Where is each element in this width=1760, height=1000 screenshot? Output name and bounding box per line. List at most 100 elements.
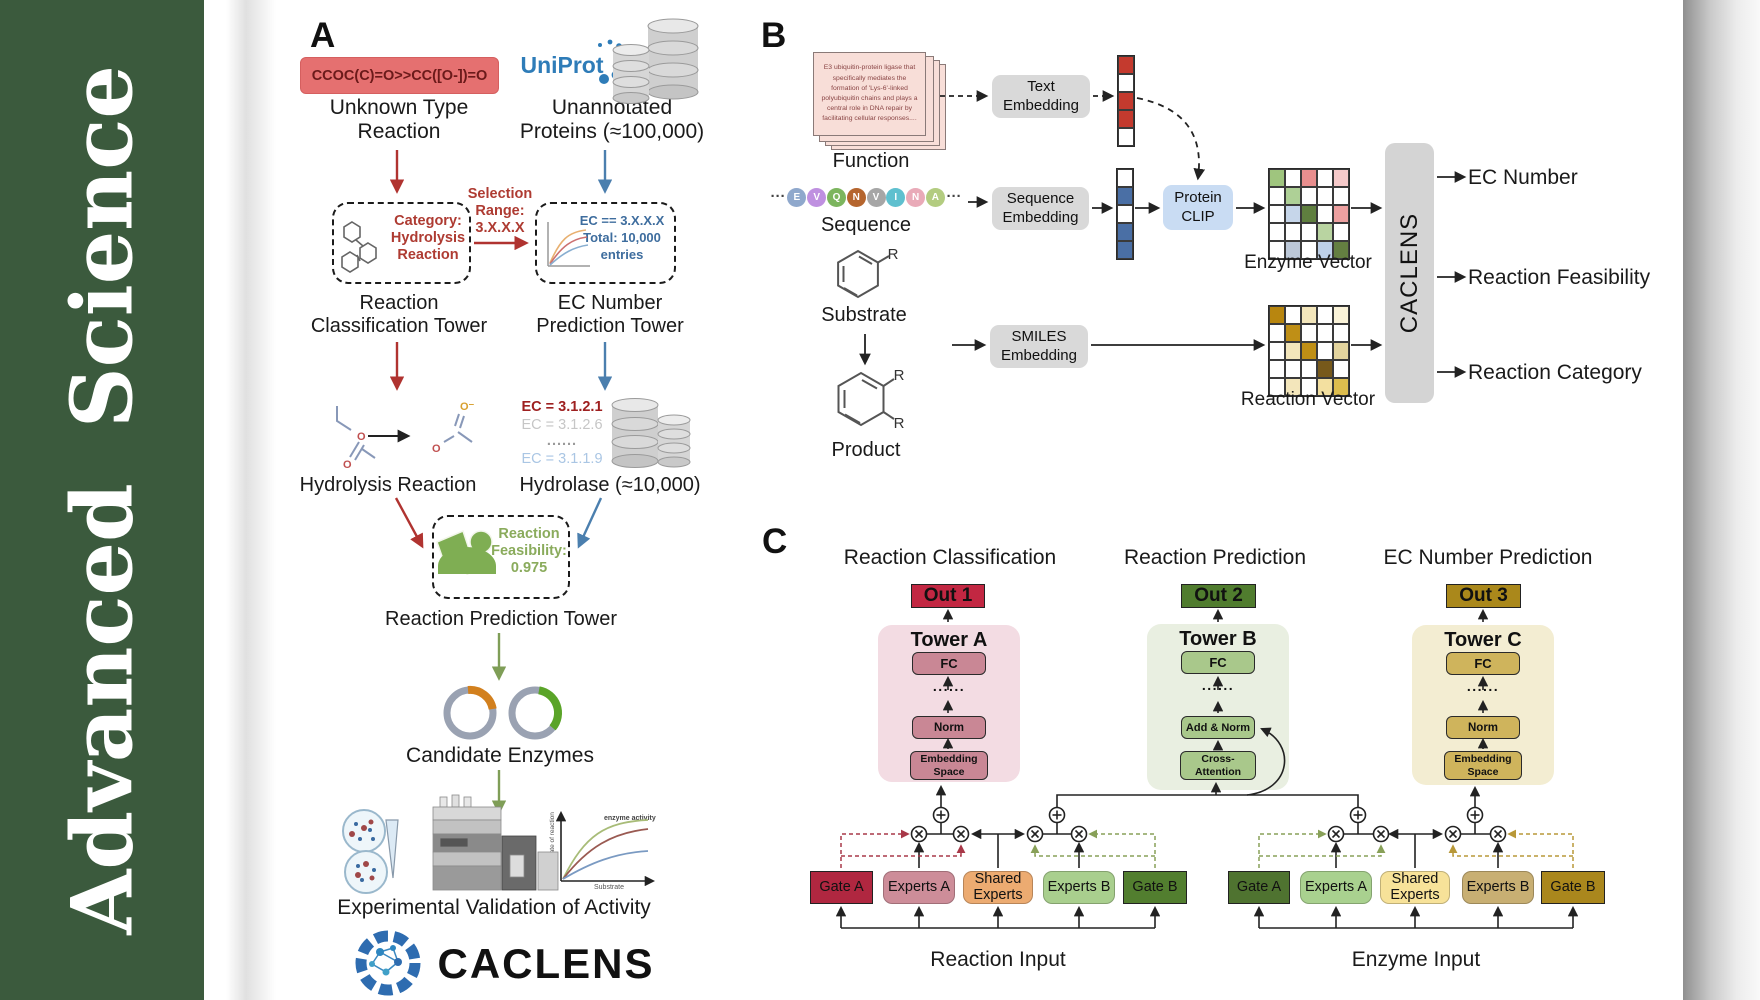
plus-ops xyxy=(932,806,1484,824)
moe-operators xyxy=(910,806,1507,843)
vector-cell xyxy=(1301,378,1317,396)
tower-c: Tower C FC ...... Norm Embedding Space xyxy=(1412,625,1554,785)
ec-box-line1: EC == 3.X.X.X xyxy=(579,213,665,228)
sequence-ellipsis-right: ··· xyxy=(946,188,962,205)
function-card: E3 ubiquitin-protein ligase that specifi… xyxy=(813,52,926,136)
out1-box: Out 1 xyxy=(911,584,985,608)
vector-cell xyxy=(1317,169,1333,187)
ec-box-line2: Total: 10,000 xyxy=(583,230,661,245)
vector-cell xyxy=(1117,223,1133,241)
sequence-embedding-box: Sequence Embedding xyxy=(992,187,1089,230)
residue-circle: I xyxy=(886,188,906,207)
tower1-line2: Classification Tower xyxy=(310,315,488,337)
tower2-line1: EC Number xyxy=(557,292,663,314)
tower-a-embedding-space: Embedding Space xyxy=(910,751,988,780)
vector-cell xyxy=(1333,378,1349,396)
vector-cell xyxy=(1117,187,1133,205)
tower-a-dots: ...... xyxy=(932,678,966,694)
vector-cell xyxy=(1333,187,1349,205)
graph-xlabel: Substrate xyxy=(594,884,624,891)
enzyme-experts-b: Experts B xyxy=(1462,871,1534,904)
ec-box-line3: entries xyxy=(600,247,644,262)
enzyme-badge-label: Enzyme xyxy=(449,565,485,576)
vector-cell xyxy=(1269,378,1285,396)
out2-box: Out 2 xyxy=(1181,584,1256,608)
residue-circle: N xyxy=(906,188,926,207)
vector-cell xyxy=(1333,324,1349,342)
caclens-wordmark: CACLENS xyxy=(437,940,655,987)
heading-reaction-classification: Reaction Classification xyxy=(843,546,1057,569)
vector-cell xyxy=(1269,169,1285,187)
tower-b-add-norm: Add & Norm xyxy=(1181,716,1255,739)
vector-cell xyxy=(1285,187,1301,205)
activity-graph-icon xyxy=(555,810,656,887)
uniprot-logo: UniProt xyxy=(520,52,604,78)
uniprot-database-icon xyxy=(612,18,699,104)
out1-label: Out 1 xyxy=(923,585,973,606)
tower-c-title: Tower C xyxy=(1444,629,1522,651)
vector-cell xyxy=(1118,56,1134,74)
enzyme-gate-b: Gate B xyxy=(1541,871,1605,904)
vector-cell xyxy=(1301,241,1317,259)
vector-cell xyxy=(1317,187,1333,205)
reaction-gate-b: Gate B xyxy=(1123,871,1187,904)
out2-label: Out 2 xyxy=(1194,585,1243,606)
tower-a-norm: Norm xyxy=(912,716,986,739)
residue-circle: E xyxy=(787,188,807,207)
vector-cell xyxy=(1301,223,1317,241)
vector-cell xyxy=(1285,223,1301,241)
vector-cell xyxy=(1269,324,1285,342)
product-r-group-2: R xyxy=(893,415,905,432)
tower-b-cross-attention: Cross-Attention xyxy=(1180,751,1256,780)
enzyme-vector-label: Enzyme Vector xyxy=(1244,252,1372,273)
vector-cell xyxy=(1269,306,1285,324)
panel-c-label: C xyxy=(762,522,788,561)
panel-a-label: A xyxy=(310,16,336,55)
sequence-embedding-vector xyxy=(1116,168,1134,260)
tower-b-title: Tower B xyxy=(1179,628,1257,650)
substrate-label: Substrate xyxy=(821,304,907,326)
vector-cell xyxy=(1118,110,1134,128)
unknown-type-line2: Reaction xyxy=(357,120,441,143)
hydrolase-database-icon xyxy=(611,398,691,468)
vector-cell xyxy=(1333,306,1349,324)
vector-cell xyxy=(1285,205,1301,223)
vector-cell xyxy=(1269,187,1285,205)
reaction-input-label: Reaction Input xyxy=(930,948,1066,971)
vector-cell xyxy=(1333,205,1349,223)
vector-cell xyxy=(1301,324,1317,342)
vector-cell xyxy=(1269,241,1285,259)
vector-cell xyxy=(1269,342,1285,360)
heading-reaction-prediction: Reaction Prediction xyxy=(1123,546,1307,569)
page-left-shadow xyxy=(226,0,276,1000)
acetate-ominus-atom: O⁻ xyxy=(460,401,475,413)
reaction-gate-a: Gate A xyxy=(810,871,873,904)
vector-cell xyxy=(1317,241,1333,259)
vector-cell xyxy=(1317,223,1333,241)
residue-circle: A xyxy=(925,188,945,207)
unannotated-line1: Unannotated xyxy=(551,96,673,119)
ec-list-2: EC = 3.1.2.6 xyxy=(521,417,603,433)
text-embedding-vector xyxy=(1117,55,1135,147)
hydrolase-label: Hydrolase (≈10,000) xyxy=(519,474,701,496)
vector-cell xyxy=(1333,241,1349,259)
vector-cell xyxy=(1117,205,1133,223)
panel-b-arrows xyxy=(859,90,1467,378)
vector-cell xyxy=(1301,360,1317,378)
smiles-embedding-box: SMILES Embedding xyxy=(990,325,1088,368)
vector-cell xyxy=(1301,205,1317,223)
acetate-molecule xyxy=(443,413,473,443)
out3-label: Out 3 xyxy=(1459,585,1508,606)
ester-molecule xyxy=(336,406,376,461)
vector-cell xyxy=(1317,360,1333,378)
category-dashed-box xyxy=(332,202,471,284)
tower1-line1: Reaction xyxy=(359,292,439,314)
category-line2: Hydrolysis xyxy=(390,230,466,246)
product-molecule xyxy=(837,371,895,427)
vector-cell xyxy=(1333,342,1349,360)
vector-cell xyxy=(1285,169,1301,187)
vector-cell xyxy=(1285,360,1301,378)
vector-cell xyxy=(1118,128,1134,146)
